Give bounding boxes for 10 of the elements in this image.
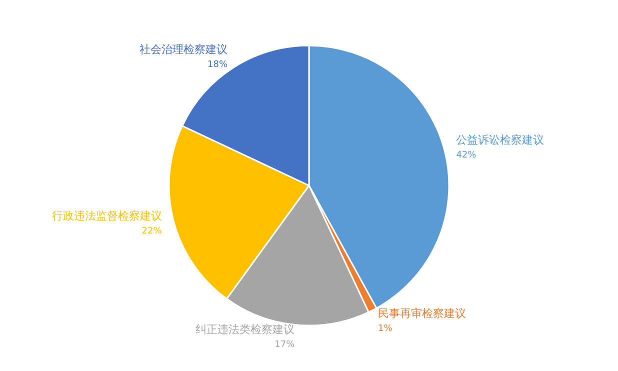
data-label: 22% <box>142 226 162 236</box>
data-label: 17% <box>274 340 296 350</box>
data-label: 1% <box>378 324 393 334</box>
slice-label: 公益诉讼检察建议 <box>456 134 544 147</box>
data-label: 42% <box>456 150 477 161</box>
slice-label: 社会治理检察建议 <box>140 43 228 56</box>
data-label: 18% <box>208 60 228 70</box>
slice-label: 纠正违法类检察建议 <box>196 322 295 336</box>
slice-label: 行政违法监督检察建议 <box>52 209 162 222</box>
slice-label: 民事再审检察建议 <box>378 306 466 320</box>
